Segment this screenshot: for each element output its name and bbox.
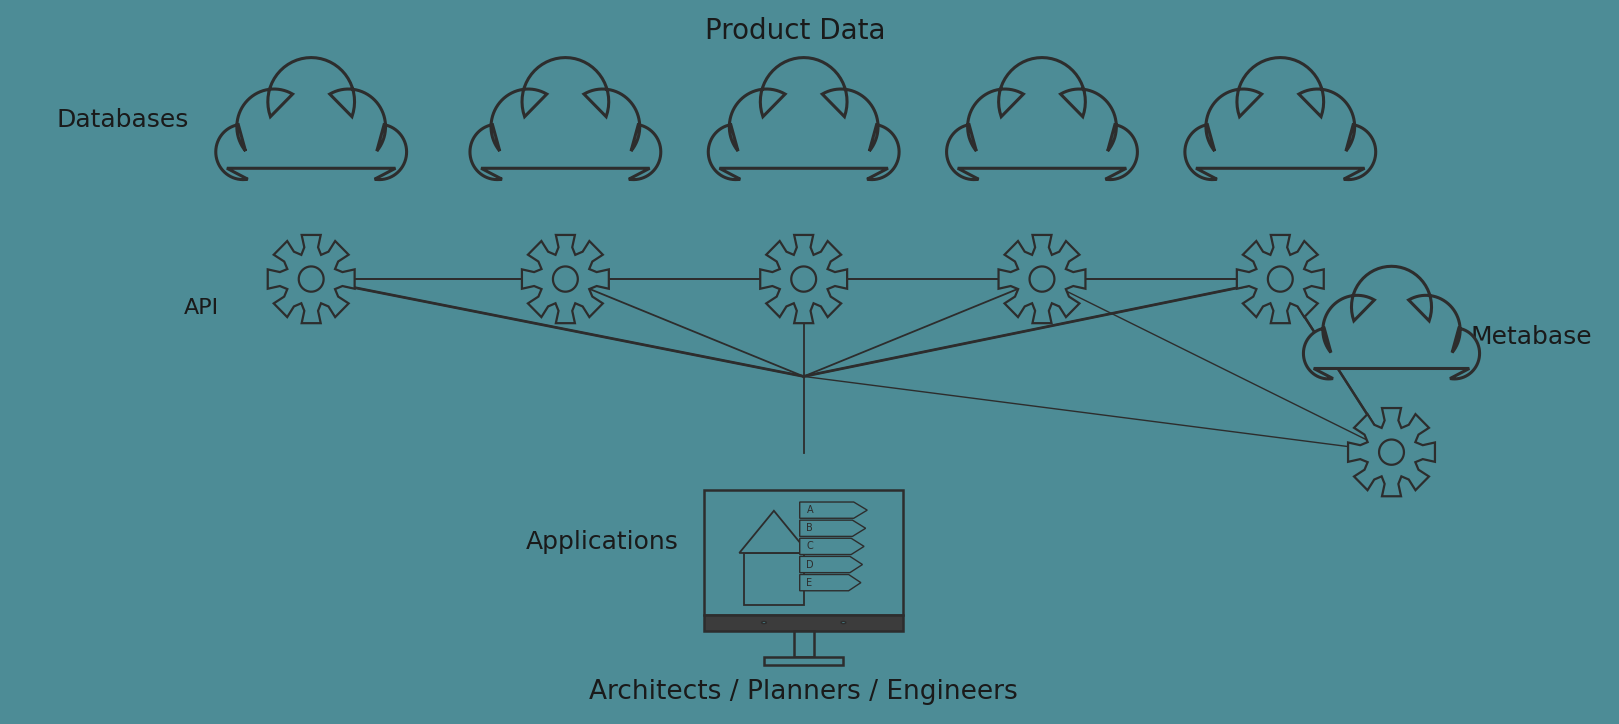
Polygon shape bbox=[470, 58, 661, 180]
Polygon shape bbox=[300, 266, 324, 292]
Text: Product Data: Product Data bbox=[706, 17, 886, 46]
Text: Metabase: Metabase bbox=[1472, 325, 1593, 349]
Polygon shape bbox=[800, 502, 868, 518]
Text: B: B bbox=[806, 523, 813, 534]
Polygon shape bbox=[1379, 439, 1404, 465]
Text: A: A bbox=[806, 505, 813, 515]
Polygon shape bbox=[1303, 266, 1480, 379]
Text: API: API bbox=[185, 298, 219, 318]
Polygon shape bbox=[800, 520, 866, 536]
Polygon shape bbox=[1185, 58, 1376, 180]
Text: Databases: Databases bbox=[57, 109, 189, 132]
Polygon shape bbox=[1349, 408, 1434, 496]
Polygon shape bbox=[800, 538, 865, 555]
Bar bbox=[793, 631, 814, 657]
Text: C: C bbox=[806, 542, 813, 552]
Circle shape bbox=[840, 621, 845, 623]
Polygon shape bbox=[554, 266, 578, 292]
Bar bbox=[764, 657, 843, 665]
Polygon shape bbox=[800, 556, 863, 573]
Bar bbox=[704, 489, 903, 615]
Text: Architects / Planners / Engineers: Architects / Planners / Engineers bbox=[589, 678, 1018, 704]
Polygon shape bbox=[1030, 266, 1054, 292]
Polygon shape bbox=[761, 235, 847, 323]
Polygon shape bbox=[267, 235, 355, 323]
Polygon shape bbox=[521, 235, 609, 323]
Circle shape bbox=[761, 621, 766, 623]
Polygon shape bbox=[792, 266, 816, 292]
Polygon shape bbox=[215, 58, 406, 180]
Polygon shape bbox=[740, 510, 808, 553]
Polygon shape bbox=[800, 575, 861, 591]
Polygon shape bbox=[1237, 235, 1324, 323]
Polygon shape bbox=[1268, 266, 1292, 292]
Bar bbox=[745, 553, 803, 605]
Polygon shape bbox=[947, 58, 1138, 180]
Bar bbox=[704, 615, 903, 631]
Text: D: D bbox=[806, 560, 814, 570]
Polygon shape bbox=[999, 235, 1085, 323]
Polygon shape bbox=[708, 58, 899, 180]
Text: Applications: Applications bbox=[526, 530, 678, 555]
Text: E: E bbox=[806, 578, 813, 588]
